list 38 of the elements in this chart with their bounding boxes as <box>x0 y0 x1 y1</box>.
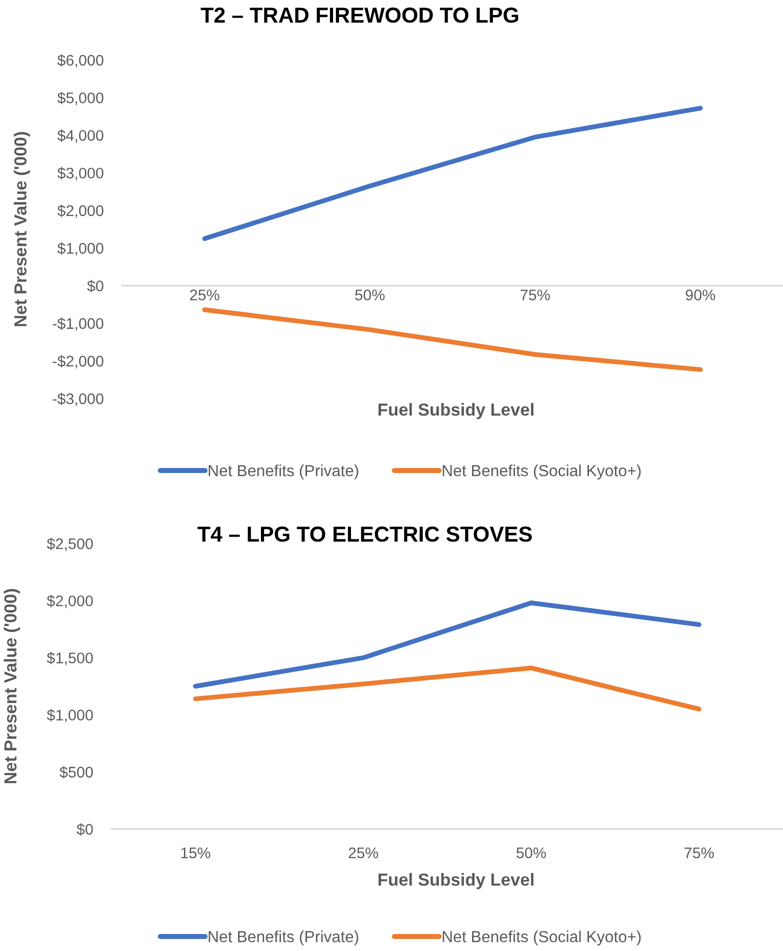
x-tick-label: 50% <box>516 847 546 858</box>
x-tick-label: 25% <box>348 847 378 858</box>
x-tick-label: 90% <box>686 290 716 300</box>
y-tick-label: $0 <box>87 280 104 292</box>
y-tick-label: $500 <box>60 766 93 778</box>
line-series <box>202 106 703 242</box>
x-tick-label: 75% <box>520 290 550 300</box>
x-tick-label: 50% <box>355 290 385 300</box>
y-tick-label: $0 <box>76 823 93 836</box>
legend-label: Net Benefits (Social Kyoto+) <box>442 464 641 480</box>
chart-title: T4 – LPG TO ELECTRIC STOVES <box>198 526 532 542</box>
y-axis-title: Net Present Value ('000) <box>14 132 30 326</box>
y-tick-label: -$1,000 <box>52 318 104 331</box>
line-series <box>193 600 702 689</box>
line-series <box>193 666 702 712</box>
y-tick-label: $6,000 <box>57 54 104 68</box>
legend-label: Net Benefits (Private) <box>208 464 358 480</box>
y-tick-label: $3,000 <box>57 167 104 180</box>
line-series <box>202 307 703 372</box>
y-tick-label: $2,000 <box>46 594 93 608</box>
y-tick-label: -$3,000 <box>52 392 104 406</box>
y-tick-label: $5,000 <box>57 92 104 106</box>
y-tick-label: $2,000 <box>57 204 104 218</box>
chart-title: T2 – TRAD FIREWOOD TO LPG <box>200 8 518 23</box>
y-tick-label: $1,500 <box>46 652 93 666</box>
legend-label: Net Benefits (Private) <box>208 930 358 946</box>
y-tick-label: -$2,000 <box>52 355 104 368</box>
y-tick-label: $1,000 <box>57 242 104 256</box>
y-tick-label: $1,000 <box>46 709 93 722</box>
x-axis-title: Fuel Subsidy Level <box>378 403 534 420</box>
x-tick-label: 15% <box>181 848 210 858</box>
x-axis-title: Fuel Subsidy Level <box>378 873 534 890</box>
y-tick-label: $2,500 <box>46 538 93 551</box>
y-axis-title: Net Present Value ('000) <box>4 589 20 784</box>
legend-label: Net Benefits (Social Kyoto+) <box>442 930 641 946</box>
y-tick-label: $4,000 <box>57 129 104 143</box>
x-tick-label: 25% <box>190 290 220 300</box>
x-tick-label: 75% <box>684 848 714 858</box>
